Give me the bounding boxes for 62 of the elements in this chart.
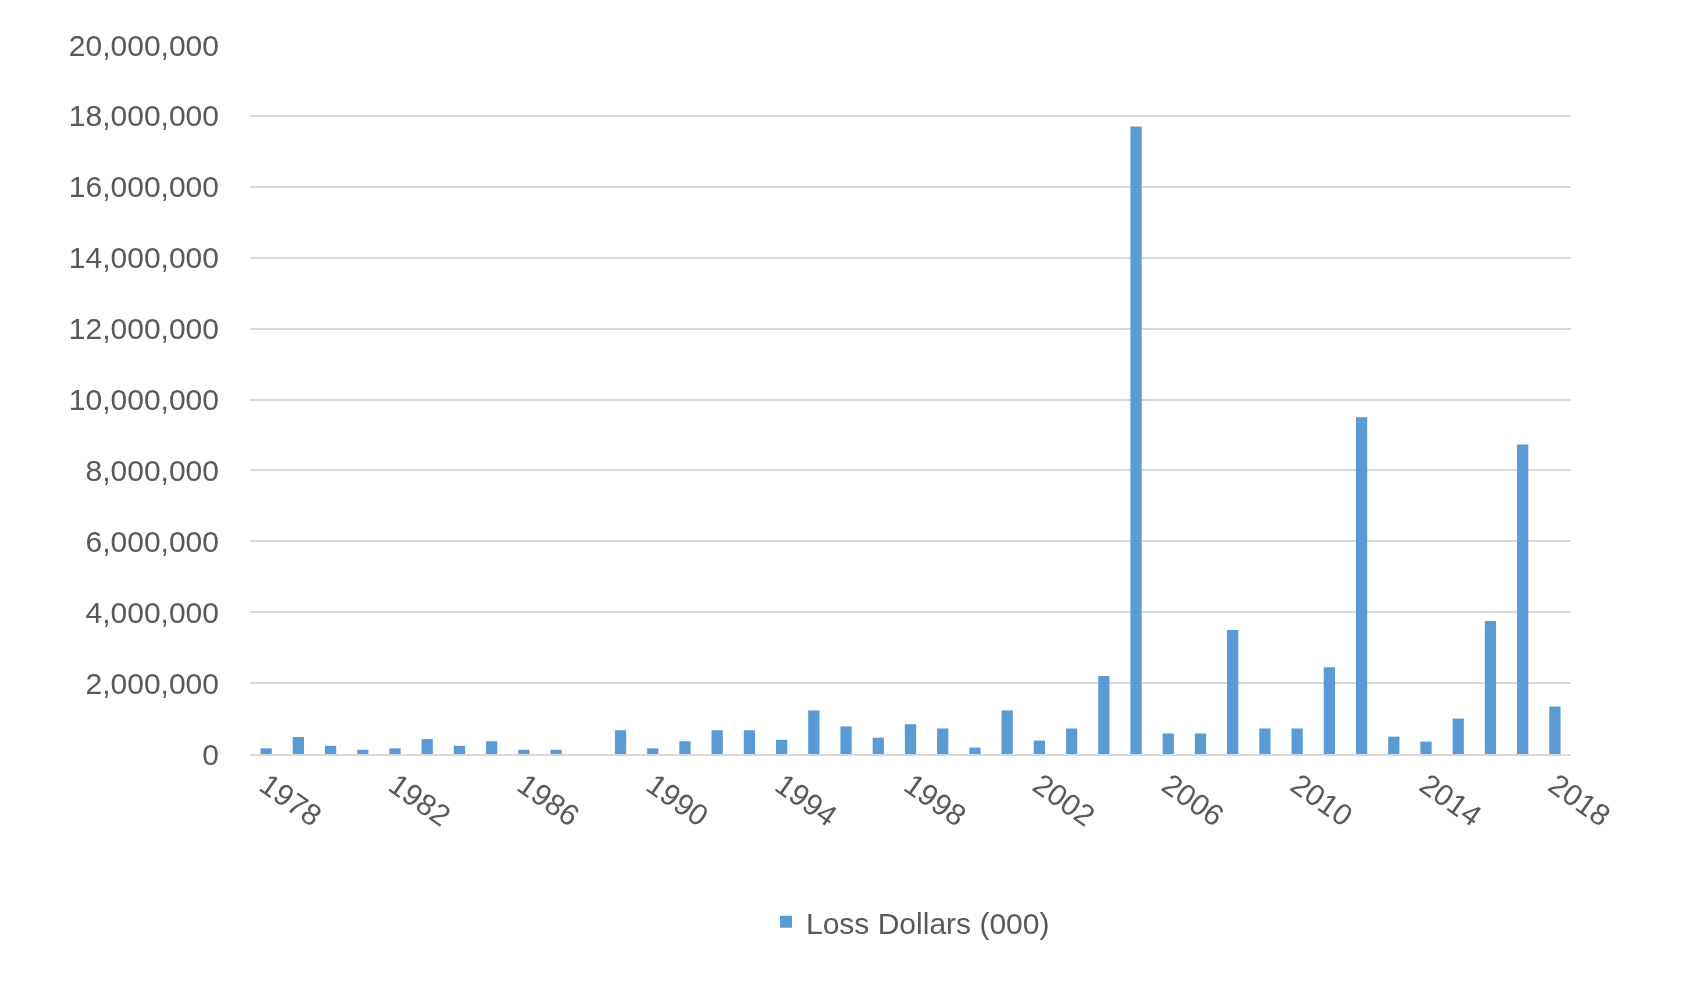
bar <box>679 741 691 754</box>
x-tick-label: 1986 <box>511 767 586 833</box>
legend-label: Loss Dollars (000) <box>806 906 1050 940</box>
y-tick-label: 18,000,000 <box>68 99 219 133</box>
bar <box>1033 740 1046 754</box>
bar <box>1388 736 1400 754</box>
bar <box>1259 728 1271 754</box>
bar <box>1227 629 1239 754</box>
bar <box>775 739 788 754</box>
x-tick-label: 2014 <box>1413 767 1488 833</box>
y-tick-label: 6,000,000 <box>85 524 219 558</box>
bar <box>550 749 562 754</box>
x-tick-label: 2010 <box>1285 767 1359 833</box>
bar <box>357 749 369 754</box>
y-tick-label: 4,000,000 <box>85 595 219 629</box>
bar <box>711 730 723 754</box>
y-tick-label: 20,000,000 <box>68 28 219 62</box>
y-tick-label: 8,000,000 <box>85 453 219 487</box>
y-tick-label: 16,000,000 <box>68 170 219 204</box>
bar <box>743 730 756 754</box>
x-tick-label: 1982 <box>382 767 457 833</box>
bar <box>1001 710 1013 754</box>
y-tick-label: 14,000,000 <box>68 241 219 275</box>
bar <box>389 748 401 754</box>
bar <box>518 749 530 754</box>
y-tick-label: 10,000,000 <box>68 383 219 416</box>
y-tick-label: 2,000,000 <box>85 666 219 700</box>
bar <box>1130 126 1142 754</box>
bar <box>1291 728 1303 754</box>
x-tick-label: 1978 <box>254 767 328 833</box>
bar <box>486 741 498 754</box>
bar <box>1355 417 1368 754</box>
bar <box>1549 706 1561 754</box>
x-tick-label: 2018 <box>1542 767 1617 833</box>
bar <box>1194 733 1207 754</box>
bar <box>324 745 337 754</box>
x-tick-label: 1998 <box>898 767 973 833</box>
bar <box>1162 733 1174 754</box>
bar <box>260 748 272 754</box>
bar <box>969 747 981 754</box>
bar <box>1065 728 1078 754</box>
bar <box>937 728 949 754</box>
y-tick-label: 12,000,000 <box>68 312 219 346</box>
x-tick-label: 2006 <box>1156 767 1230 833</box>
bar <box>647 748 659 754</box>
bar <box>292 736 304 754</box>
bar <box>421 739 433 754</box>
bar <box>1484 621 1497 754</box>
bar <box>840 726 852 754</box>
bar <box>1323 667 1335 754</box>
bar <box>1098 676 1110 754</box>
bar <box>1517 444 1529 754</box>
x-tick-label: 1994 <box>769 767 844 833</box>
bar <box>1420 741 1432 754</box>
bar <box>808 710 820 754</box>
bar <box>1452 718 1464 754</box>
bar <box>453 745 466 754</box>
bar <box>614 730 627 754</box>
bar <box>872 737 884 754</box>
y-tick-label: 0 <box>202 737 219 771</box>
x-tick-label: 1990 <box>640 767 715 833</box>
bar <box>904 724 917 754</box>
